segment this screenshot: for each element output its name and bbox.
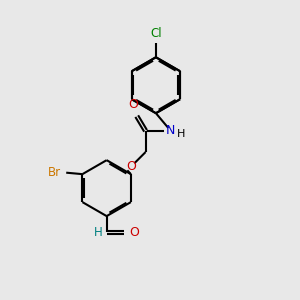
Text: N: N (166, 124, 175, 137)
Text: Cl: Cl (150, 27, 162, 40)
Text: O: O (130, 226, 140, 239)
Text: O: O (128, 98, 138, 111)
Text: O: O (126, 160, 136, 173)
Text: H: H (177, 129, 185, 139)
Text: H: H (94, 226, 103, 239)
Text: Br: Br (48, 166, 61, 179)
